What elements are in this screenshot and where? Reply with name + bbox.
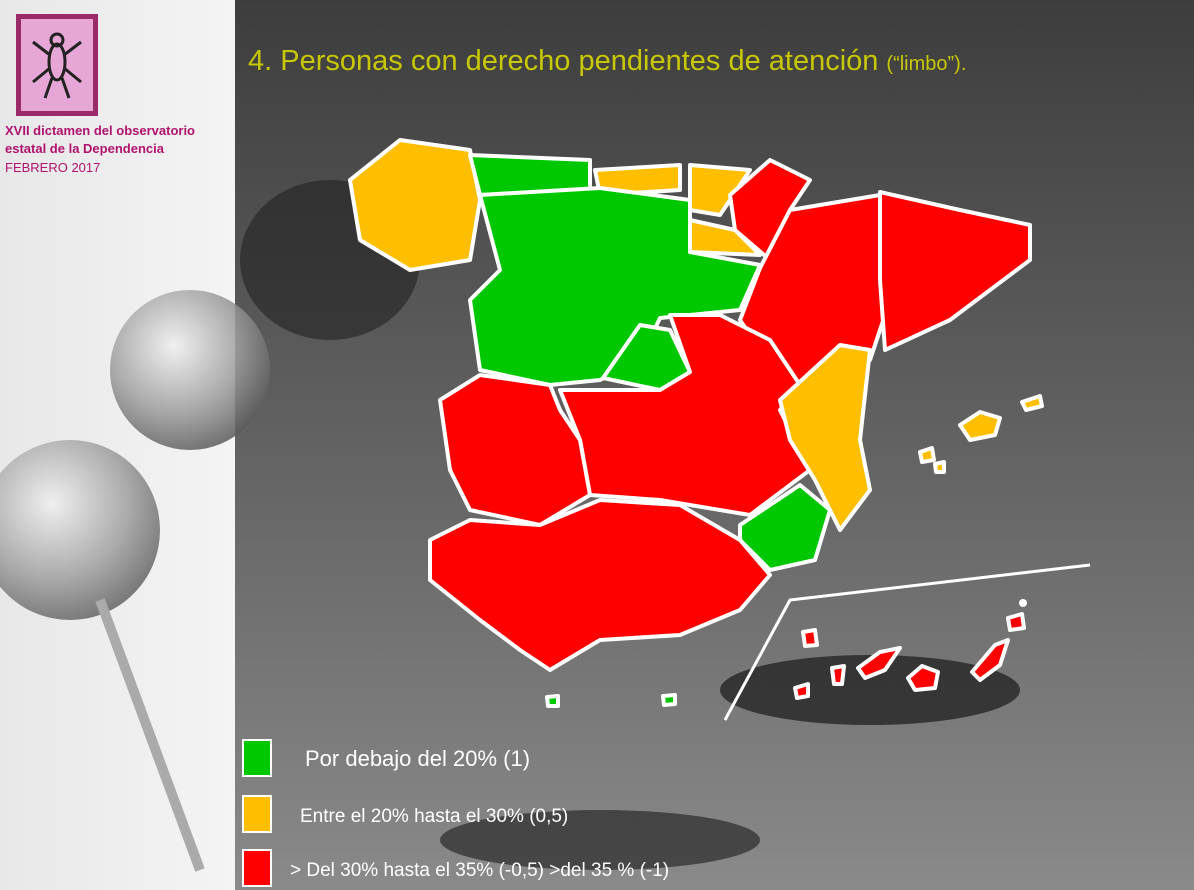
slide: XVII dictamen del observatorio estatal d… xyxy=(0,0,1194,890)
date: FEBRERO 2017 xyxy=(5,160,100,175)
legend-swatch xyxy=(243,850,271,886)
region xyxy=(547,696,558,706)
legend-label: > Del 30% hasta el 35% (-0,5) >del 35 % … xyxy=(290,860,669,881)
source-line: XVII dictamen del observatorio xyxy=(5,123,195,138)
region xyxy=(1008,614,1024,630)
title-main: 4. Personas con derecho pendientes de at… xyxy=(248,45,878,77)
region xyxy=(663,695,675,705)
pin-head xyxy=(110,290,270,450)
region xyxy=(832,666,844,684)
region xyxy=(935,462,944,472)
region xyxy=(803,630,817,646)
legend-swatch xyxy=(243,740,271,776)
title: 4. Personas con derecho pendientes de at… xyxy=(248,45,966,77)
region xyxy=(920,448,934,462)
source-line: estatal de la Dependencia xyxy=(5,141,165,156)
legend-label: Por debajo del 20% (1) xyxy=(305,746,530,771)
island xyxy=(1019,599,1027,607)
region xyxy=(795,684,808,698)
title-note: (“limbo”). xyxy=(886,53,966,75)
legend-label: Entre el 20% hasta el 30% (0,5) xyxy=(300,806,568,827)
legend-swatch xyxy=(243,796,271,832)
